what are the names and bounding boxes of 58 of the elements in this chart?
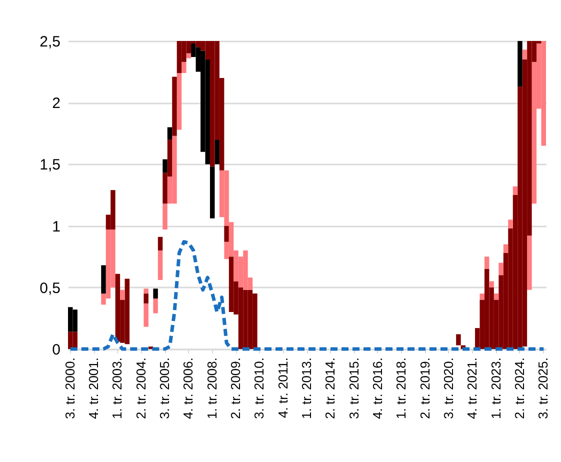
x-tick-label: 3. tr. 2025.: [536, 358, 551, 419]
x-tick-label: 4. tr. 2001.: [86, 358, 102, 419]
bar: [224, 226, 229, 242]
bar: [144, 303, 148, 327]
x-tick-label: 2. tr. 2004.: [133, 358, 148, 419]
bar: [512, 186, 518, 195]
bar: [144, 288, 148, 294]
bar: [527, 236, 532, 290]
x-tick-label: 4. tr. 2016.: [370, 358, 385, 419]
x-tick-label: 2. tr. 2009.: [228, 358, 244, 419]
bar: [456, 334, 461, 346]
bar: [210, 166, 215, 218]
bar: [120, 290, 125, 300]
bar: [172, 76, 177, 136]
bar: [176, 73, 182, 130]
x-tick-label: 1. tr. 2018.: [394, 358, 409, 419]
x-tick-label: 3. tr. 2010.: [252, 358, 267, 419]
bar: [167, 127, 172, 140]
bar: [484, 256, 490, 269]
x-tick-label: 3. tr. 2015.: [346, 358, 362, 419]
bar: [214, 140, 220, 164]
bar: [508, 220, 513, 228]
y-tick-label: 2: [52, 95, 60, 112]
x-tick-label: 1. tr. 2003.: [110, 358, 125, 419]
bar: [153, 288, 158, 298]
bar: [158, 250, 163, 280]
y-tick-label: 1,5: [40, 156, 60, 174]
x-tick-label: 4. tr. 2011.: [275, 358, 290, 418]
x-tick-label: 3. tr. 2020.: [440, 358, 456, 419]
y-tick-label: 0,5: [40, 280, 60, 297]
x-tick-label: 1. tr. 2013.: [299, 358, 314, 419]
bar: [182, 62, 186, 74]
bar: [498, 262, 504, 276]
x-tick-label: 3. tr. 2000.: [62, 358, 78, 419]
y-tick-label: 2,5: [40, 34, 60, 50]
bar: [518, 41, 522, 87]
bar: [489, 281, 494, 288]
x-tick-label: 1. tr. 2008.: [204, 358, 220, 419]
x-tick-label: 3. tr. 2005.: [157, 358, 172, 419]
x-tick-label: 4. tr. 2021.: [464, 358, 480, 419]
bar: [162, 159, 168, 173]
bar: [480, 294, 484, 300]
bar: [522, 50, 528, 60]
y-tick-label: 1: [52, 218, 60, 236]
bar: [144, 294, 148, 304]
bar: [158, 236, 163, 250]
bar: [494, 294, 499, 300]
x-tick-label: 1. tr. 2023.: [488, 358, 504, 419]
x-tick-label: 2. tr. 2019.: [417, 358, 432, 419]
x-tick-label: 2. tr. 2024.: [512, 358, 527, 419]
x-tick-label: 4. tr. 2006.: [180, 358, 196, 419]
bar: [162, 204, 168, 230]
x-tick-label: 2. tr. 2014.: [322, 358, 338, 419]
bar: [101, 265, 106, 294]
line-series: [68, 240, 546, 351]
bar: [503, 244, 508, 253]
bar: [153, 298, 158, 314]
y-tick-label: 0: [52, 342, 60, 358]
